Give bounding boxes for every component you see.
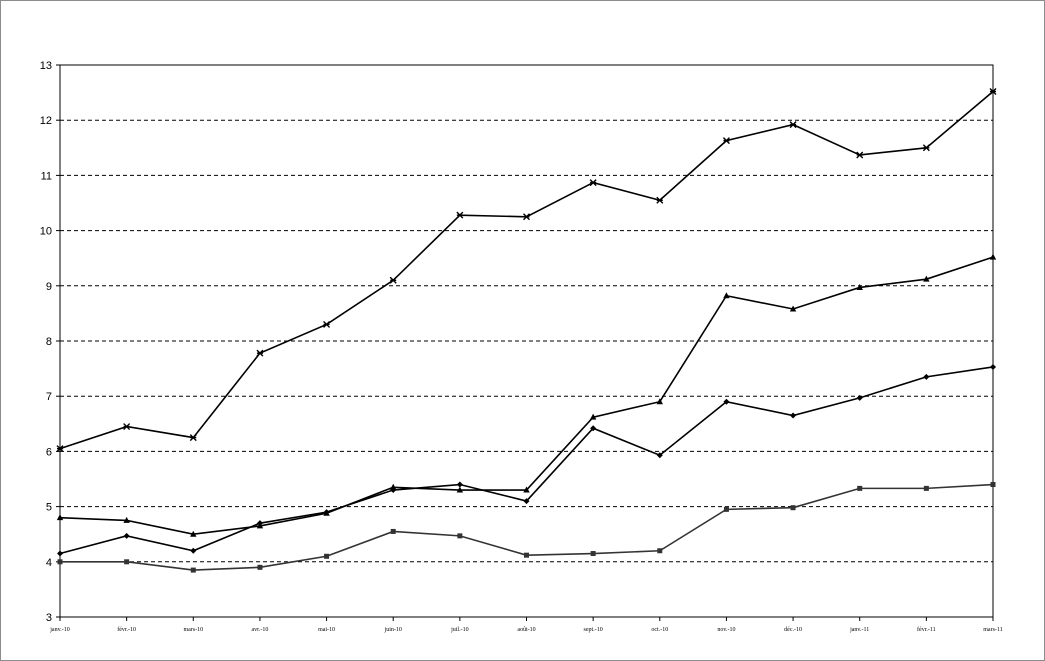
series-4-point <box>590 551 596 557</box>
series-2-point <box>989 253 997 260</box>
y-tick-label: 11 <box>41 170 52 182</box>
series-3-point <box>57 550 63 557</box>
series-2-line <box>59 256 994 536</box>
series-1-point <box>589 179 597 187</box>
x-tick-label: janv.-10 <box>49 627 69 633</box>
y-tick-label: 13 <box>40 60 52 72</box>
series-3-point <box>390 487 397 494</box>
y-tick-label: 7 <box>46 391 52 403</box>
series-2-point <box>523 486 530 493</box>
series-1-point <box>256 349 264 357</box>
series-1-point <box>523 213 530 221</box>
x-tick-label: juin-10 <box>384 627 402 633</box>
series-1-point <box>456 211 464 219</box>
series-2-point <box>923 275 930 282</box>
series-1-point <box>56 445 64 453</box>
x-tick-label: avr.-10 <box>252 627 269 633</box>
series-3-point <box>590 425 597 432</box>
y-tick-label: 3 <box>46 612 52 624</box>
series-2-point <box>789 305 797 312</box>
y-tick-label: 10 <box>40 226 52 238</box>
series-4-point <box>990 482 996 488</box>
series-3-point <box>856 394 863 401</box>
series-3-point <box>723 398 730 405</box>
series-3-point <box>523 498 530 505</box>
series-4-point <box>324 553 330 559</box>
x-tick-label: sept.-10 <box>584 627 603 633</box>
series-3-point <box>923 373 930 380</box>
x-tick-label: déc.-10 <box>784 627 802 633</box>
series-4-point <box>923 485 929 491</box>
series-2-point <box>656 398 663 405</box>
series-4-point <box>790 505 796 511</box>
y-tick-label: 9 <box>46 281 52 293</box>
series-2-point <box>56 514 64 521</box>
series-4-point <box>390 528 396 534</box>
y-tick-label: 6 <box>46 446 52 458</box>
x-tick-label: oct.-10 <box>651 627 668 633</box>
series-1-point <box>189 434 197 442</box>
y-tick-label: 4 <box>46 557 52 569</box>
series-1-point <box>389 276 397 284</box>
series-2-point <box>123 516 130 523</box>
series-1-point <box>123 423 131 431</box>
series-2-point <box>456 486 464 493</box>
series-2-point <box>856 283 863 290</box>
x-tick-label: févr.-11 <box>917 626 936 633</box>
y-tick-label: 12 <box>40 115 52 127</box>
series-1-point <box>722 137 730 145</box>
x-tick-label: mars-10 <box>183 627 203 633</box>
series-3-point <box>456 481 463 488</box>
series-4-point <box>190 567 196 573</box>
series-3-point <box>323 509 330 516</box>
series-2-point <box>589 413 597 420</box>
series-3-point <box>790 412 797 419</box>
x-tick-label: nov.-10 <box>717 627 735 633</box>
x-tick-label: mai-10 <box>318 627 335 633</box>
series-4-point <box>257 564 263 570</box>
series-4-point <box>457 533 463 539</box>
y-tick-label: 5 <box>46 502 52 514</box>
x-tick-label: mars-11 <box>983 627 1002 633</box>
series-3-point <box>656 452 663 459</box>
y-tick-label: 8 <box>46 336 52 348</box>
series-4-point <box>57 559 63 565</box>
series-1-point <box>789 121 797 129</box>
series-3-point <box>990 363 996 370</box>
series-3-point <box>256 520 263 527</box>
series-1-point <box>922 144 930 152</box>
series-4-point <box>524 552 529 558</box>
series-3-point <box>123 532 130 539</box>
series-4-point <box>723 506 729 512</box>
series-2-point <box>390 483 397 490</box>
series-2-point <box>190 530 197 537</box>
series-4-point <box>657 548 663 554</box>
series-3-line <box>59 366 994 555</box>
x-tick-label: juil.-10 <box>450 627 469 633</box>
series-1-point <box>656 196 664 204</box>
series-4-point <box>857 485 863 491</box>
series-2-point <box>723 292 730 299</box>
series-1-line <box>59 90 994 450</box>
series-1-point <box>323 320 331 328</box>
series-1-point <box>989 88 997 95</box>
x-tick-label: août-10 <box>517 627 535 633</box>
series-1-point <box>856 151 864 159</box>
series-4-point <box>124 559 130 565</box>
series-3-point <box>190 547 197 554</box>
x-tick-label: janv.-11 <box>849 627 869 633</box>
x-tick-label: févr.-10 <box>117 626 136 633</box>
